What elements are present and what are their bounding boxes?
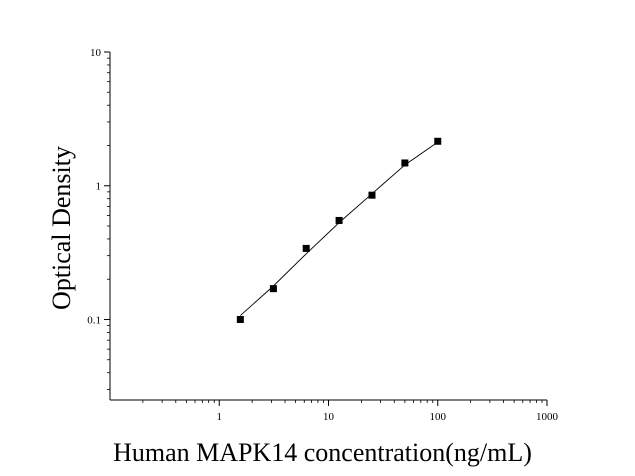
data-point (401, 159, 409, 167)
data-point (335, 216, 343, 224)
data-point (302, 244, 310, 252)
data-point (269, 285, 277, 293)
x-tick-label: 100 (430, 411, 447, 423)
data-points (236, 137, 442, 323)
y-axis-title: Optical Density (47, 146, 76, 310)
y-tick-label: 1 (96, 181, 102, 193)
x-tick-label: 10 (323, 411, 335, 423)
y-tick-label: 0.1 (87, 314, 101, 326)
y-tick-label: 10 (90, 47, 102, 59)
axes (109, 52, 547, 401)
data-point (236, 315, 244, 323)
x-tick-label: 1 (217, 411, 223, 423)
data-point (434, 137, 442, 145)
x-axis-title: Human MAPK14 concentration(ng/mL) (113, 438, 532, 467)
x-tick-label: 1000 (536, 411, 559, 423)
data-point (368, 191, 376, 199)
ticks: 1 10 100 1000 0.1 1 10 (87, 47, 558, 423)
